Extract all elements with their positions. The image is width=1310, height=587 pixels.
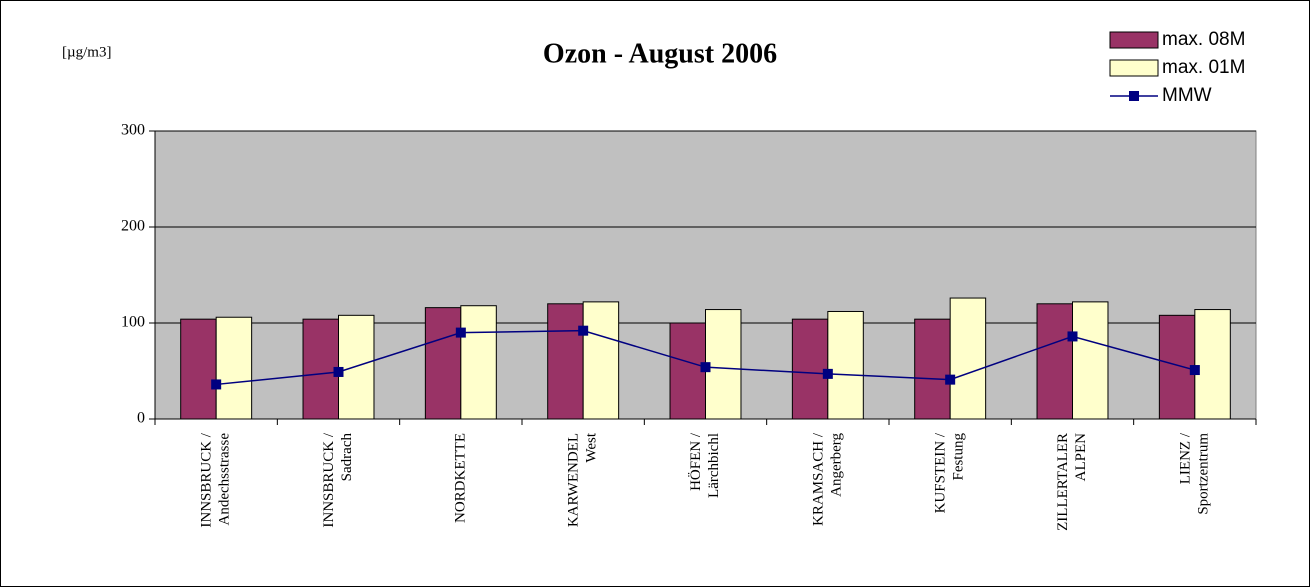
line-marker bbox=[578, 325, 589, 336]
x-tick-label: ZILLERTALER bbox=[1055, 433, 1071, 531]
bar bbox=[180, 318, 217, 420]
bar bbox=[582, 301, 620, 420]
x-tick-label: KRAMSACH / bbox=[810, 432, 826, 526]
bar bbox=[1072, 301, 1109, 420]
line-marker bbox=[700, 362, 711, 373]
bar bbox=[302, 318, 340, 420]
bar bbox=[1158, 314, 1196, 420]
bar bbox=[215, 316, 253, 420]
x-tick-label: NORDKETTE bbox=[452, 433, 468, 523]
legend-swatch bbox=[1109, 31, 1159, 49]
bar bbox=[791, 318, 829, 420]
line-marker bbox=[455, 327, 466, 338]
bar bbox=[705, 309, 742, 420]
y-tick-label: 200 bbox=[121, 218, 145, 235]
bar bbox=[547, 303, 584, 420]
line-marker bbox=[945, 374, 956, 385]
bar bbox=[1036, 303, 1073, 420]
x-tick-label: KUFSTEIN / bbox=[933, 432, 949, 513]
bar bbox=[424, 307, 462, 420]
bar bbox=[1194, 309, 1231, 420]
line-marker bbox=[1067, 331, 1078, 342]
x-tick-label: HÖFEN / bbox=[687, 432, 704, 491]
x-tick-label: Angerberg bbox=[828, 433, 844, 497]
line-marker bbox=[1189, 365, 1200, 376]
line-marker bbox=[333, 366, 344, 377]
y-tick-label: 100 bbox=[121, 314, 145, 331]
x-tick-label: ALPEN bbox=[1073, 433, 1089, 482]
x-tick-label: KARWENDEL bbox=[566, 433, 582, 527]
x-tick-label: Lärchbichl bbox=[706, 433, 722, 498]
bar bbox=[669, 322, 706, 420]
x-tick-label: INNSBRUCK / bbox=[199, 432, 215, 527]
y-axis-label: [µg/m3] bbox=[62, 44, 111, 60]
line-marker bbox=[822, 368, 833, 379]
legend-label: max. 01M bbox=[1162, 57, 1245, 78]
y-tick-label: 300 bbox=[121, 122, 145, 139]
bar bbox=[338, 314, 375, 420]
y-tick-label: 0 bbox=[137, 410, 145, 427]
line-marker bbox=[211, 379, 222, 390]
bar bbox=[827, 310, 864, 420]
x-tick-label: Sadrach bbox=[339, 433, 355, 482]
x-tick-label: Andechsstrasse bbox=[217, 433, 233, 526]
chart-title: Ozon - August 2006 bbox=[543, 38, 777, 69]
x-tick-label: LIENZ / bbox=[1177, 432, 1193, 484]
legend-label: MMW bbox=[1162, 85, 1212, 106]
x-tick-label: INNSBRUCK / bbox=[321, 432, 337, 527]
x-tick-label: Sportzentrum bbox=[1195, 433, 1211, 515]
bar bbox=[914, 318, 951, 420]
bar bbox=[949, 297, 987, 420]
legend-swatch bbox=[1109, 59, 1159, 77]
bar bbox=[460, 305, 497, 420]
legend-swatch bbox=[1129, 91, 1139, 101]
legend-label: max. 08M bbox=[1162, 29, 1245, 50]
x-tick-label: West bbox=[584, 432, 600, 462]
x-tick-label: Festung bbox=[951, 433, 967, 481]
